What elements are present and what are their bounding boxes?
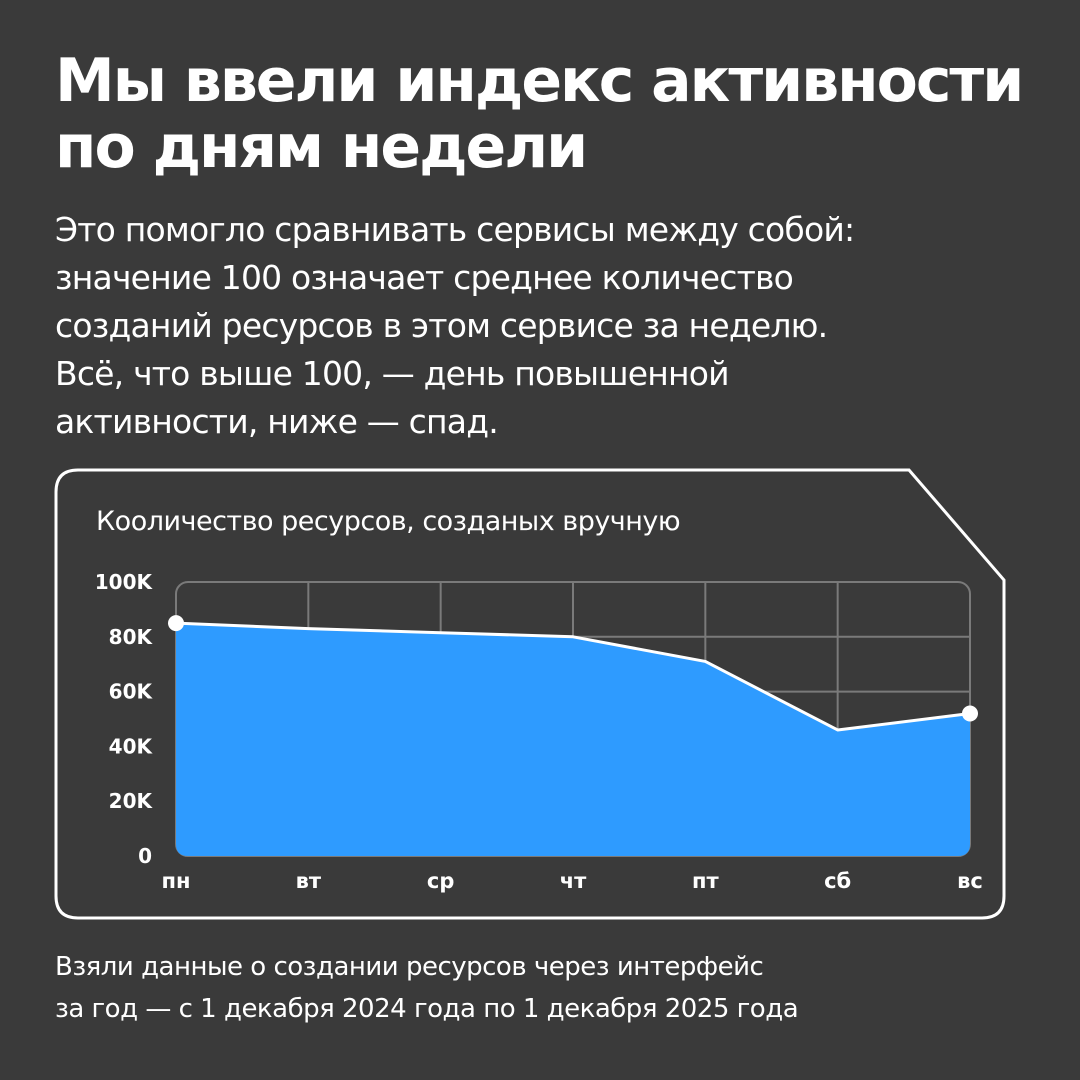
y-tick-label-20K: 20K <box>109 789 154 813</box>
card-frame <box>54 468 1006 920</box>
y-tick-label-100K: 100K <box>95 570 154 594</box>
x-tick-label-пт: пт <box>692 869 720 893</box>
series-line <box>175 621 971 732</box>
headline-line-2: по дням недели <box>55 112 588 182</box>
chart-card: Кооличество ресурсов, созданых вручную 0… <box>54 468 1026 920</box>
x-axis-ticks: пн вт ср чт пт сб вс <box>161 869 982 893</box>
y-tick-label-60K: 60K <box>109 680 154 704</box>
x-tick-label-ср: ср <box>427 869 454 893</box>
chart-title: Кооличество ресурсов, созданых вручную <box>96 506 680 537</box>
chart-line-layer <box>175 621 971 732</box>
x-tick-label-вт: вт <box>296 869 322 893</box>
y-axis-ticks: 0 20K 40K 60K 80K 100K <box>95 570 154 868</box>
headline-line-1: Мы ввели индекс активности <box>55 46 1024 116</box>
lead-paragraph: Это помогло сравнивать сервисы между соб… <box>55 206 1035 446</box>
x-tick-label-чт: чт <box>560 869 587 893</box>
x-tick-label-сб: сб <box>824 869 851 893</box>
data-point-пн <box>168 615 184 632</box>
lead-line-1: Это помогло сравнивать сервисы между соб… <box>55 210 855 249</box>
x-tick-label-пн: пн <box>161 869 190 893</box>
area-chart: Кооличество ресурсов, созданых вручную 0… <box>54 468 1006 920</box>
footnote: Взяли данные о создании ресурсов через и… <box>55 946 1035 1030</box>
chart-points <box>168 615 978 722</box>
lead-line-4: Всё, что выше 100, — день повышенной <box>55 354 730 393</box>
footnote-line-2: за год — с 1 декабря 2024 года по 1 дека… <box>55 994 799 1024</box>
footnote-line-1: Взяли данные о создании ресурсов через и… <box>55 952 764 982</box>
lead-line-3: созданий ресурсов в этом сервисе за неде… <box>55 306 828 345</box>
y-tick-label-0: 0 <box>138 844 152 868</box>
y-tick-label-80K: 80K <box>109 625 154 649</box>
lead-line-2: значение 100 означает среднее количество <box>55 258 794 297</box>
data-point-вс <box>962 705 978 722</box>
chart-area-layer <box>176 623 970 856</box>
headline: Мы ввели индекс активности по дням недел… <box>55 48 1045 180</box>
y-tick-label-40K: 40K <box>109 734 154 758</box>
x-tick-label-вс: вс <box>957 869 983 893</box>
lead-line-5: активности, ниже — спад. <box>55 402 499 441</box>
series-area <box>176 623 970 856</box>
